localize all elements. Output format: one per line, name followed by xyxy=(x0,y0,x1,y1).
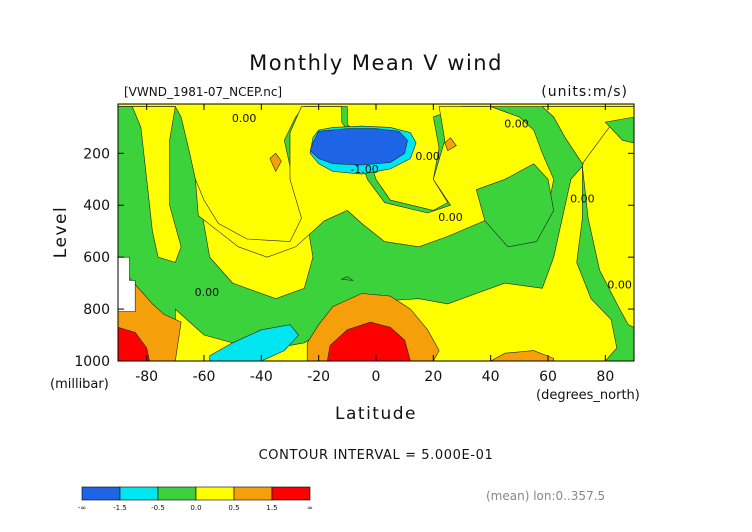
legend-swatch xyxy=(119,486,159,501)
y-tick-label: 200 xyxy=(83,146,110,162)
contour-label: 0.00 xyxy=(570,193,595,206)
region-green-right-mid xyxy=(475,163,555,248)
region-green-speck xyxy=(340,276,354,281)
x-tick-label: -20 xyxy=(307,369,330,385)
legend-tick-label: ∞ xyxy=(307,504,313,512)
legend-swatch xyxy=(233,486,273,501)
region-orange-small-left xyxy=(269,152,282,173)
x-tick-label: 60 xyxy=(539,369,557,385)
region-cyan-lower-left xyxy=(209,324,299,361)
region-yellow-left-column xyxy=(118,106,182,263)
x-axis-units: (degrees_north) xyxy=(536,388,640,403)
contour-label: 0.00 xyxy=(195,286,220,299)
legend-tick-label: -∞ xyxy=(78,504,86,512)
legend-tick-label: -0.5 xyxy=(151,504,165,512)
y-axis-ticks: 200 400 600 800 1000 xyxy=(74,146,634,370)
contour-label: 0.00 xyxy=(504,117,529,130)
y-axis-label: Level xyxy=(51,206,71,258)
legend-swatch xyxy=(81,486,121,501)
chart-title: Monthly Mean V wind xyxy=(249,51,503,75)
x-tick-label: 20 xyxy=(424,369,442,385)
contour-labels: 0.00 -1.00 0.00 0.00 0.00 0.00 0.00 0.00 xyxy=(195,112,632,299)
x-axis-label: Latitude xyxy=(335,404,417,424)
x-tick-label: 80 xyxy=(596,369,614,385)
contour-label: -1.00 xyxy=(350,163,378,176)
region-orange-lower-right xyxy=(490,350,555,361)
x-tick-label: 0 xyxy=(372,369,381,385)
legend-tick-label: 0.0 xyxy=(190,504,201,512)
region-green-top-right xyxy=(604,116,634,144)
legend-swatch xyxy=(271,486,311,501)
contour-interval-text: CONTOUR INTERVAL = 5.000E-01 xyxy=(259,448,494,463)
color-legend-ticks: -∞ -1.5 -0.5 0.0 0.5 1.5 ∞ xyxy=(78,504,313,512)
legend-tick-label: 1.5 xyxy=(266,504,277,512)
region-blue-upper xyxy=(309,128,408,166)
y-tick-label: 400 xyxy=(83,198,110,214)
legend-swatch xyxy=(195,486,235,501)
x-tick-label: -40 xyxy=(250,369,273,385)
contour-label: 0.00 xyxy=(232,112,257,125)
contour-label: 0.00 xyxy=(415,150,440,163)
x-axis-ticks: -80 -60 -40 -20 0 20 40 60 80 xyxy=(135,104,614,385)
legend-swatch xyxy=(157,486,197,501)
region-orange-small-right xyxy=(444,137,457,152)
y-tick-label: 800 xyxy=(83,302,110,318)
file-label: [VWND_1981-07_NCEP.nc] xyxy=(124,85,282,99)
legend-tick-label: -1.5 xyxy=(113,504,127,512)
region-yellow-central xyxy=(195,106,555,258)
y-tick-label: 1000 xyxy=(74,354,110,370)
y-tick-label: 600 xyxy=(83,250,110,266)
y-axis-units: (millibar) xyxy=(50,377,109,392)
contour-label: 0.00 xyxy=(438,211,463,224)
x-tick-label: -80 xyxy=(135,369,158,385)
footer-text: (mean) lon:0..357.5 xyxy=(486,489,605,503)
x-tick-label: -60 xyxy=(193,369,216,385)
region-red-lower-central xyxy=(326,321,411,361)
color-legend xyxy=(81,486,311,501)
region-red-left xyxy=(118,326,150,361)
contour-label: 0.00 xyxy=(607,278,632,291)
region-white-mask-left xyxy=(118,256,136,313)
units-label: (units:m/s) xyxy=(541,84,628,100)
plot-area xyxy=(118,104,634,361)
x-tick-label: 40 xyxy=(482,369,500,385)
legend-tick-label: 0.5 xyxy=(228,504,239,512)
